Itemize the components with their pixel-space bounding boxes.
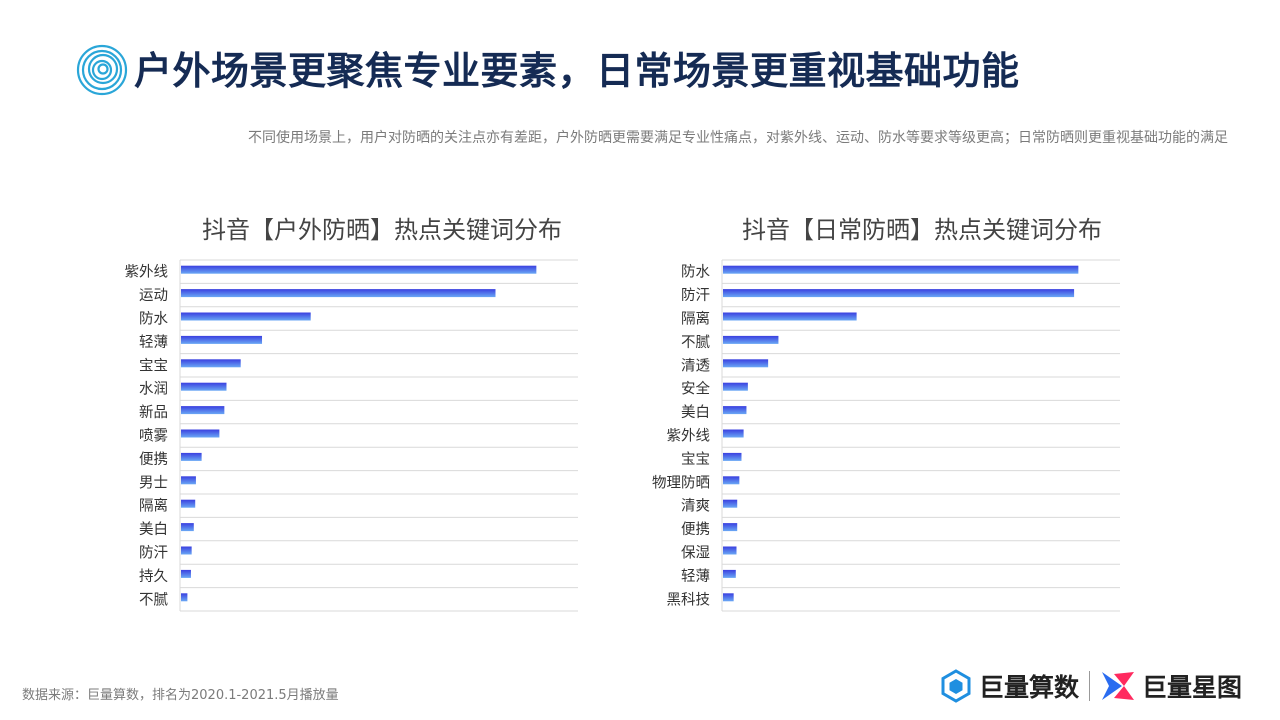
chart-title-outdoor: 抖音【户外防晒】热点关键词分布	[202, 216, 562, 244]
category-label: 不腻	[681, 334, 710, 351]
bar	[723, 265, 1079, 274]
category-label: 运动	[139, 287, 168, 304]
bar	[723, 546, 737, 555]
category-label: 宝宝	[681, 451, 710, 468]
chart-outdoor: 紫外线运动防水轻薄宝宝水润新品喷雾便携男士隔离美白防汗持久不腻	[118, 258, 578, 618]
logo-divider	[1088, 671, 1090, 701]
bar	[723, 476, 740, 485]
logo2-text: 巨量星图	[1141, 673, 1242, 702]
category-label: 新品	[139, 404, 168, 421]
bar	[181, 289, 496, 298]
bar	[181, 593, 188, 602]
category-label: 清爽	[681, 498, 710, 515]
chart-daily: 防水防汗隔离不腻清透安全美白紫外线宝宝物理防晒清爽便携保湿轻薄黑科技	[652, 258, 1120, 618]
bar	[723, 499, 738, 508]
category-label: 不腻	[139, 591, 168, 608]
bar	[723, 569, 736, 578]
data-source-note: 数据来源：巨量算数，排名为2020.1-2021.5月播放量	[22, 688, 339, 703]
bar	[723, 289, 1075, 298]
spiral-rings-icon	[76, 44, 128, 96]
page-subtitle: 不同使用场景上，用户对防晒的关注点亦有差距，户外防晒更需要满足专业性痛点，对紫外…	[248, 130, 1228, 146]
bar	[181, 569, 191, 578]
bar	[181, 429, 220, 438]
bar	[181, 265, 537, 274]
bar	[723, 452, 742, 461]
bar	[181, 546, 192, 555]
logo1-text: 巨量算数	[978, 673, 1079, 702]
category-label: 轻薄	[681, 568, 710, 585]
category-label: 防汗	[139, 545, 168, 562]
category-label: 清透	[681, 357, 710, 374]
bar	[723, 406, 747, 415]
category-label: 隔离	[681, 311, 710, 328]
bar	[723, 335, 779, 344]
category-label: 男士	[139, 474, 168, 491]
category-label: 保湿	[681, 545, 710, 562]
hexagon-logo-icon	[941, 669, 971, 703]
bar	[723, 429, 744, 438]
bar	[723, 523, 738, 532]
category-label: 喷雾	[139, 428, 168, 445]
category-label: 紫外线	[125, 264, 169, 281]
page-title: 户外场景更聚焦专业要素，日常场景更重视基础功能	[134, 49, 1020, 93]
category-label: 黑科技	[667, 591, 711, 608]
logo-juliang-xingtu: 巨量星图	[1100, 668, 1242, 704]
bar	[723, 312, 857, 321]
logo-juliang-suanshu: 巨量算数	[939, 668, 1079, 704]
category-label: 安全	[681, 380, 710, 398]
bar	[181, 359, 241, 368]
category-label: 宝宝	[139, 357, 168, 374]
category-label: 隔离	[139, 498, 168, 515]
category-label: 便携	[681, 521, 710, 538]
star-arrow-logo-icon	[1101, 672, 1134, 700]
category-label: 美白	[681, 404, 710, 421]
category-label: 水润	[139, 381, 168, 398]
bar	[181, 335, 263, 344]
category-label: 紫外线	[667, 428, 711, 445]
bar	[181, 476, 196, 485]
bar	[723, 359, 769, 368]
bar	[181, 406, 225, 415]
category-label: 物理防晒	[652, 474, 710, 491]
category-label: 防水	[681, 264, 710, 281]
bar	[723, 593, 734, 602]
category-label: 美白	[139, 521, 168, 538]
footer-logos: 巨量算数 巨量星图	[939, 668, 1242, 704]
category-label: 防汗	[681, 287, 710, 304]
category-label: 防水	[139, 311, 168, 328]
category-label: 轻薄	[139, 334, 168, 351]
chart-title-daily: 抖音【日常防晒】热点关键词分布	[742, 216, 1102, 244]
bar	[181, 312, 311, 321]
bar	[181, 499, 196, 508]
bar	[181, 452, 202, 461]
bar	[181, 523, 194, 532]
bar	[723, 382, 748, 391]
bar	[181, 382, 227, 391]
category-label: 便携	[139, 451, 168, 468]
category-label: 持久	[139, 568, 168, 585]
